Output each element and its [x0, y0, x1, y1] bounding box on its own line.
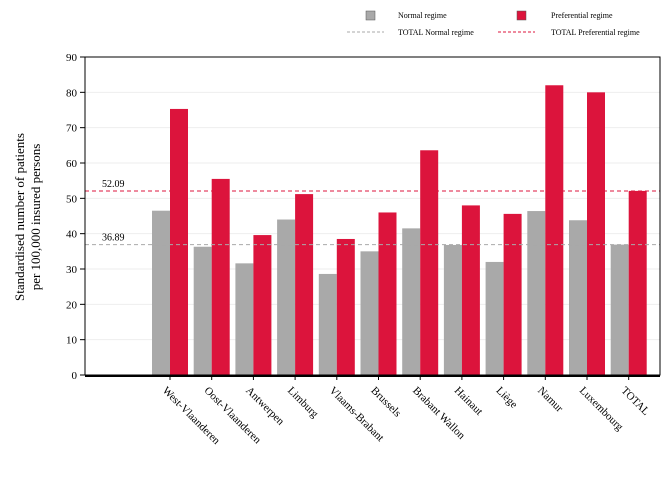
bar-preferential-regime [503, 213, 522, 375]
bar-normal-regime [235, 263, 254, 375]
bar-preferential-regime [545, 85, 564, 376]
reference-label-total-normal: 36.89 [102, 233, 125, 244]
y-tick-label: 50 [66, 193, 78, 205]
reference-label-total-preferential: 52.09 [102, 179, 125, 190]
legend-swatch-normal [365, 10, 376, 21]
legend-label-total-normal: TOTAL Normal regime [398, 28, 474, 37]
bar-normal-regime [277, 219, 296, 375]
y-axis-label-line-1: Standardised number of patients [12, 133, 27, 301]
bars [152, 85, 647, 376]
y-tick-label: 0 [72, 370, 78, 382]
x-tick-label: Namur [535, 385, 565, 415]
bar-preferential-regime [628, 190, 647, 375]
bar-normal-regime [569, 220, 587, 375]
legend: Normal regime Preferential regime TOTAL … [347, 10, 640, 37]
x-tick-label: TOTAL [619, 385, 652, 418]
bar-preferential-regime [378, 212, 397, 375]
bar-normal-regime [152, 210, 170, 375]
legend-label-total-preferential: TOTAL Preferential regime [551, 28, 640, 37]
bar-normal-regime [360, 251, 379, 375]
y-tick-label: 10 [66, 335, 78, 347]
legend-label-normal: Normal regime [398, 11, 447, 20]
x-tick-label: Limburg [285, 385, 321, 421]
bar-preferential-regime [336, 238, 355, 375]
bar-normal-regime [318, 273, 337, 375]
y-tick-label: 70 [66, 123, 78, 135]
reference-lines: 36.89 52.09 [85, 179, 660, 246]
x-tick-label: Antwerpen [243, 385, 286, 428]
x-tick-label: Hainaut [452, 385, 485, 418]
bar-normal-regime [402, 228, 421, 375]
y-axis-label-line-2: per 100,000 insured persons [28, 144, 43, 291]
bar-normal-regime [527, 211, 546, 375]
x-tick-label: Liège [493, 385, 519, 411]
bar-normal-regime [485, 261, 504, 375]
legend-label-preferential: Preferential regime [551, 11, 613, 20]
y-tick-label: 40 [66, 229, 78, 241]
bar-preferential-regime [420, 150, 439, 375]
x-tick-label: Brussels [368, 385, 403, 420]
bar-normal-regime [443, 244, 462, 375]
bar-preferential-regime [461, 205, 480, 375]
bar-normal-regime [193, 246, 212, 375]
y-axis: 0 10 20 30 40 50 60 70 80 90 [66, 52, 85, 382]
bar-preferential-regime [253, 235, 272, 375]
x-axis-labels: West-VlaanderenOost-VlaanderenAntwerpenL… [160, 375, 652, 447]
bar-preferential-regime [587, 92, 605, 375]
y-tick-label: 20 [66, 299, 78, 311]
bar-preferential-regime [170, 108, 188, 375]
y-tick-label: 60 [66, 158, 78, 170]
y-tick-label: 80 [66, 87, 78, 99]
plot-frame [84, 56, 661, 377]
y-tick-label: 30 [66, 264, 78, 276]
bar-preferential-regime [211, 178, 230, 375]
y-tick-label: 90 [66, 52, 78, 64]
bar-normal-regime [610, 244, 629, 375]
bar-preferential-regime [295, 194, 314, 375]
legend-swatch-preferential [516, 10, 527, 21]
